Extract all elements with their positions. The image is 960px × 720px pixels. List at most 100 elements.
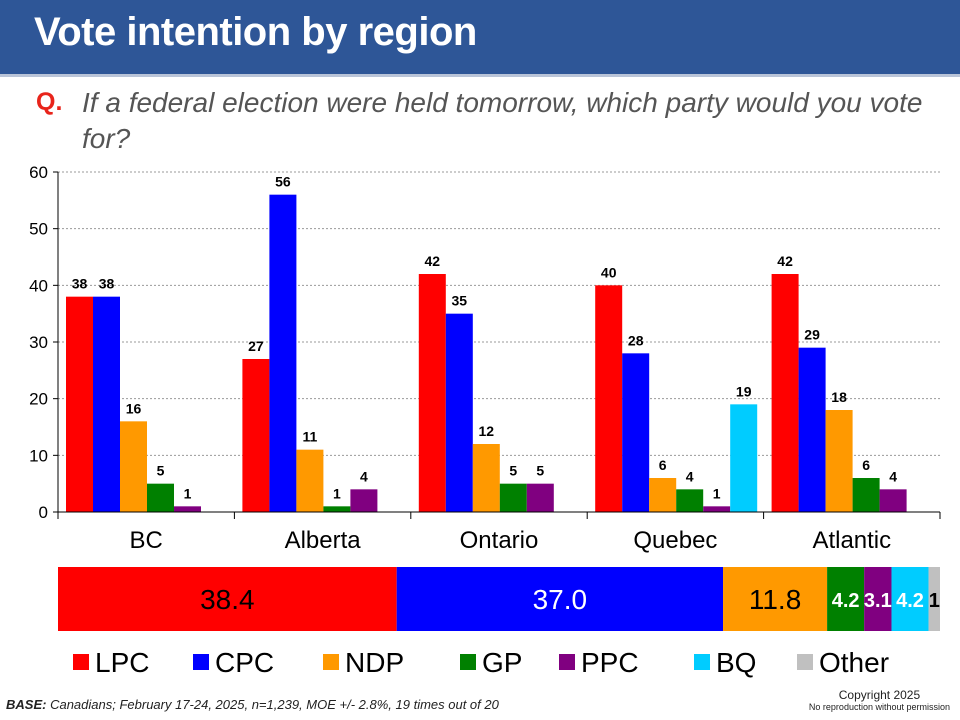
data-label: 1 bbox=[184, 485, 192, 501]
y-tick-label: 60 bbox=[29, 163, 48, 182]
data-label: 1 bbox=[333, 485, 341, 501]
stack-segment-label: 3.1 bbox=[864, 590, 892, 612]
bar-ppc-alberta bbox=[350, 489, 378, 512]
data-label: 38 bbox=[72, 276, 88, 292]
stack-segment-label: 38.4 bbox=[200, 584, 255, 615]
x-category-label: Quebec bbox=[633, 527, 717, 554]
stacked-bar: 38.4 37.0 11.8 4.2 3.1 4.2 1 bbox=[58, 567, 940, 631]
legend-swatch bbox=[193, 654, 209, 670]
stack-segment-gp bbox=[827, 567, 865, 631]
legend-item-ppc: PPC bbox=[559, 647, 639, 678]
y-tick-label: 10 bbox=[29, 446, 48, 465]
base-text: Canadians; February 17-24, 2025, n=1,239… bbox=[50, 697, 499, 712]
bar-cpc-atlantic bbox=[798, 347, 826, 512]
legend-item-lpc: LPC bbox=[73, 647, 149, 678]
legend-item-ndp: NDP bbox=[323, 647, 404, 678]
copyright-text: Copyright 2025 bbox=[838, 688, 921, 702]
legend-swatch bbox=[559, 654, 575, 670]
bar-cpc-bc bbox=[93, 296, 120, 512]
legend-swatch bbox=[460, 654, 476, 670]
stack-segment-label: 1 bbox=[929, 590, 940, 612]
bar-cpc-quebec bbox=[622, 353, 650, 512]
legend: LPC CPC NDP GP PPC BQ Other bbox=[73, 647, 889, 678]
bar-lpc-alberta bbox=[242, 359, 270, 512]
bar-lpc-quebec bbox=[595, 285, 623, 512]
copyright: Copyright 2025 No reproduction without p… bbox=[809, 688, 950, 712]
legend-label: NDP bbox=[345, 647, 404, 678]
y-tick-label: 30 bbox=[29, 333, 48, 352]
data-label: 19 bbox=[736, 383, 752, 399]
bar-ndp-bc bbox=[120, 421, 147, 512]
data-label: 5 bbox=[536, 463, 544, 479]
base-label: BASE: bbox=[6, 697, 47, 712]
legend-item-gp: GP bbox=[460, 647, 522, 678]
data-label: 38 bbox=[99, 276, 115, 292]
data-label: 28 bbox=[628, 332, 644, 348]
legend-label: LPC bbox=[95, 647, 149, 678]
x-category-label: Alberta bbox=[285, 527, 362, 554]
bar-lpc-atlantic bbox=[771, 274, 799, 512]
y-tick-label: 20 bbox=[29, 390, 48, 409]
title-bar: Vote intention by region bbox=[0, 0, 960, 77]
bar-gp-bc bbox=[147, 483, 174, 512]
y-tick-label: 40 bbox=[29, 276, 48, 295]
bar-cpc-ontario bbox=[445, 313, 473, 512]
bar-gp-ontario bbox=[499, 483, 527, 512]
bar-ppc-atlantic bbox=[879, 489, 907, 512]
bar-gp-quebec bbox=[676, 489, 704, 512]
legend-swatch bbox=[323, 654, 339, 670]
data-label: 12 bbox=[479, 423, 495, 439]
legend-swatch bbox=[694, 654, 710, 670]
y-tick-label: 0 bbox=[39, 503, 48, 522]
stack-segment-ndp bbox=[723, 567, 828, 631]
question-text: If a federal election were held tomorrow… bbox=[82, 87, 923, 154]
legend-label: GP bbox=[482, 647, 522, 678]
legend-label: BQ bbox=[716, 647, 756, 678]
data-label: 16 bbox=[126, 400, 142, 416]
stack-segment-other bbox=[928, 567, 940, 631]
bar-ppc-quebec bbox=[703, 506, 731, 512]
data-label: 6 bbox=[659, 457, 667, 473]
base-note: BASE: Canadians; February 17-24, 2025, n… bbox=[6, 697, 499, 712]
data-label: 42 bbox=[425, 253, 441, 269]
x-category-label: BC bbox=[130, 527, 163, 554]
bar-cpc-alberta bbox=[269, 194, 297, 512]
stack-segment-lpc bbox=[58, 567, 397, 631]
stack-segment-label: 4.2 bbox=[832, 590, 860, 612]
bar-ppc-ontario bbox=[526, 483, 554, 512]
bar-gp-atlantic bbox=[852, 478, 880, 512]
legend-item-other: Other bbox=[797, 647, 889, 678]
bar-ndp-ontario bbox=[472, 444, 500, 512]
data-label: 42 bbox=[777, 253, 793, 269]
data-label: 40 bbox=[601, 264, 617, 280]
axis-layer: 0 10 20 30 40 50 60 BC Alberta Ontario Quebec Atlan… bbox=[29, 163, 941, 554]
bar-bq-quebec bbox=[730, 404, 758, 512]
data-label: 4 bbox=[686, 468, 694, 484]
bar-lpc-ontario bbox=[418, 274, 446, 512]
data-label: 4 bbox=[360, 468, 368, 484]
data-label: 29 bbox=[804, 327, 820, 343]
data-label: 11 bbox=[302, 429, 317, 445]
stack-segment-label: 11.8 bbox=[749, 584, 801, 615]
stack-segment-label: 37.0 bbox=[533, 584, 588, 615]
page-title: Vote intention by region bbox=[34, 10, 477, 54]
bar-ndp-atlantic bbox=[825, 410, 853, 512]
stack-segment-cpc bbox=[396, 567, 724, 631]
data-label: 5 bbox=[509, 463, 517, 479]
stack-segment-ppc bbox=[864, 567, 892, 631]
question-marker: Q. bbox=[36, 88, 63, 116]
legend-swatch bbox=[797, 654, 813, 670]
legend-item-bq: BQ bbox=[694, 647, 756, 678]
bar-ndp-alberta bbox=[296, 449, 324, 512]
data-label: 18 bbox=[831, 389, 847, 405]
data-label: 1 bbox=[713, 485, 721, 501]
legend-swatch bbox=[73, 654, 89, 670]
bar-lpc-bc bbox=[66, 296, 93, 512]
y-tick-label: 50 bbox=[29, 220, 48, 239]
x-category-label: Ontario bbox=[460, 527, 539, 554]
reproduction-note: No reproduction without permission bbox=[808, 702, 950, 712]
data-label: 35 bbox=[452, 293, 468, 309]
bar-ppc-bc bbox=[174, 506, 201, 512]
legend-label: Other bbox=[819, 647, 889, 678]
